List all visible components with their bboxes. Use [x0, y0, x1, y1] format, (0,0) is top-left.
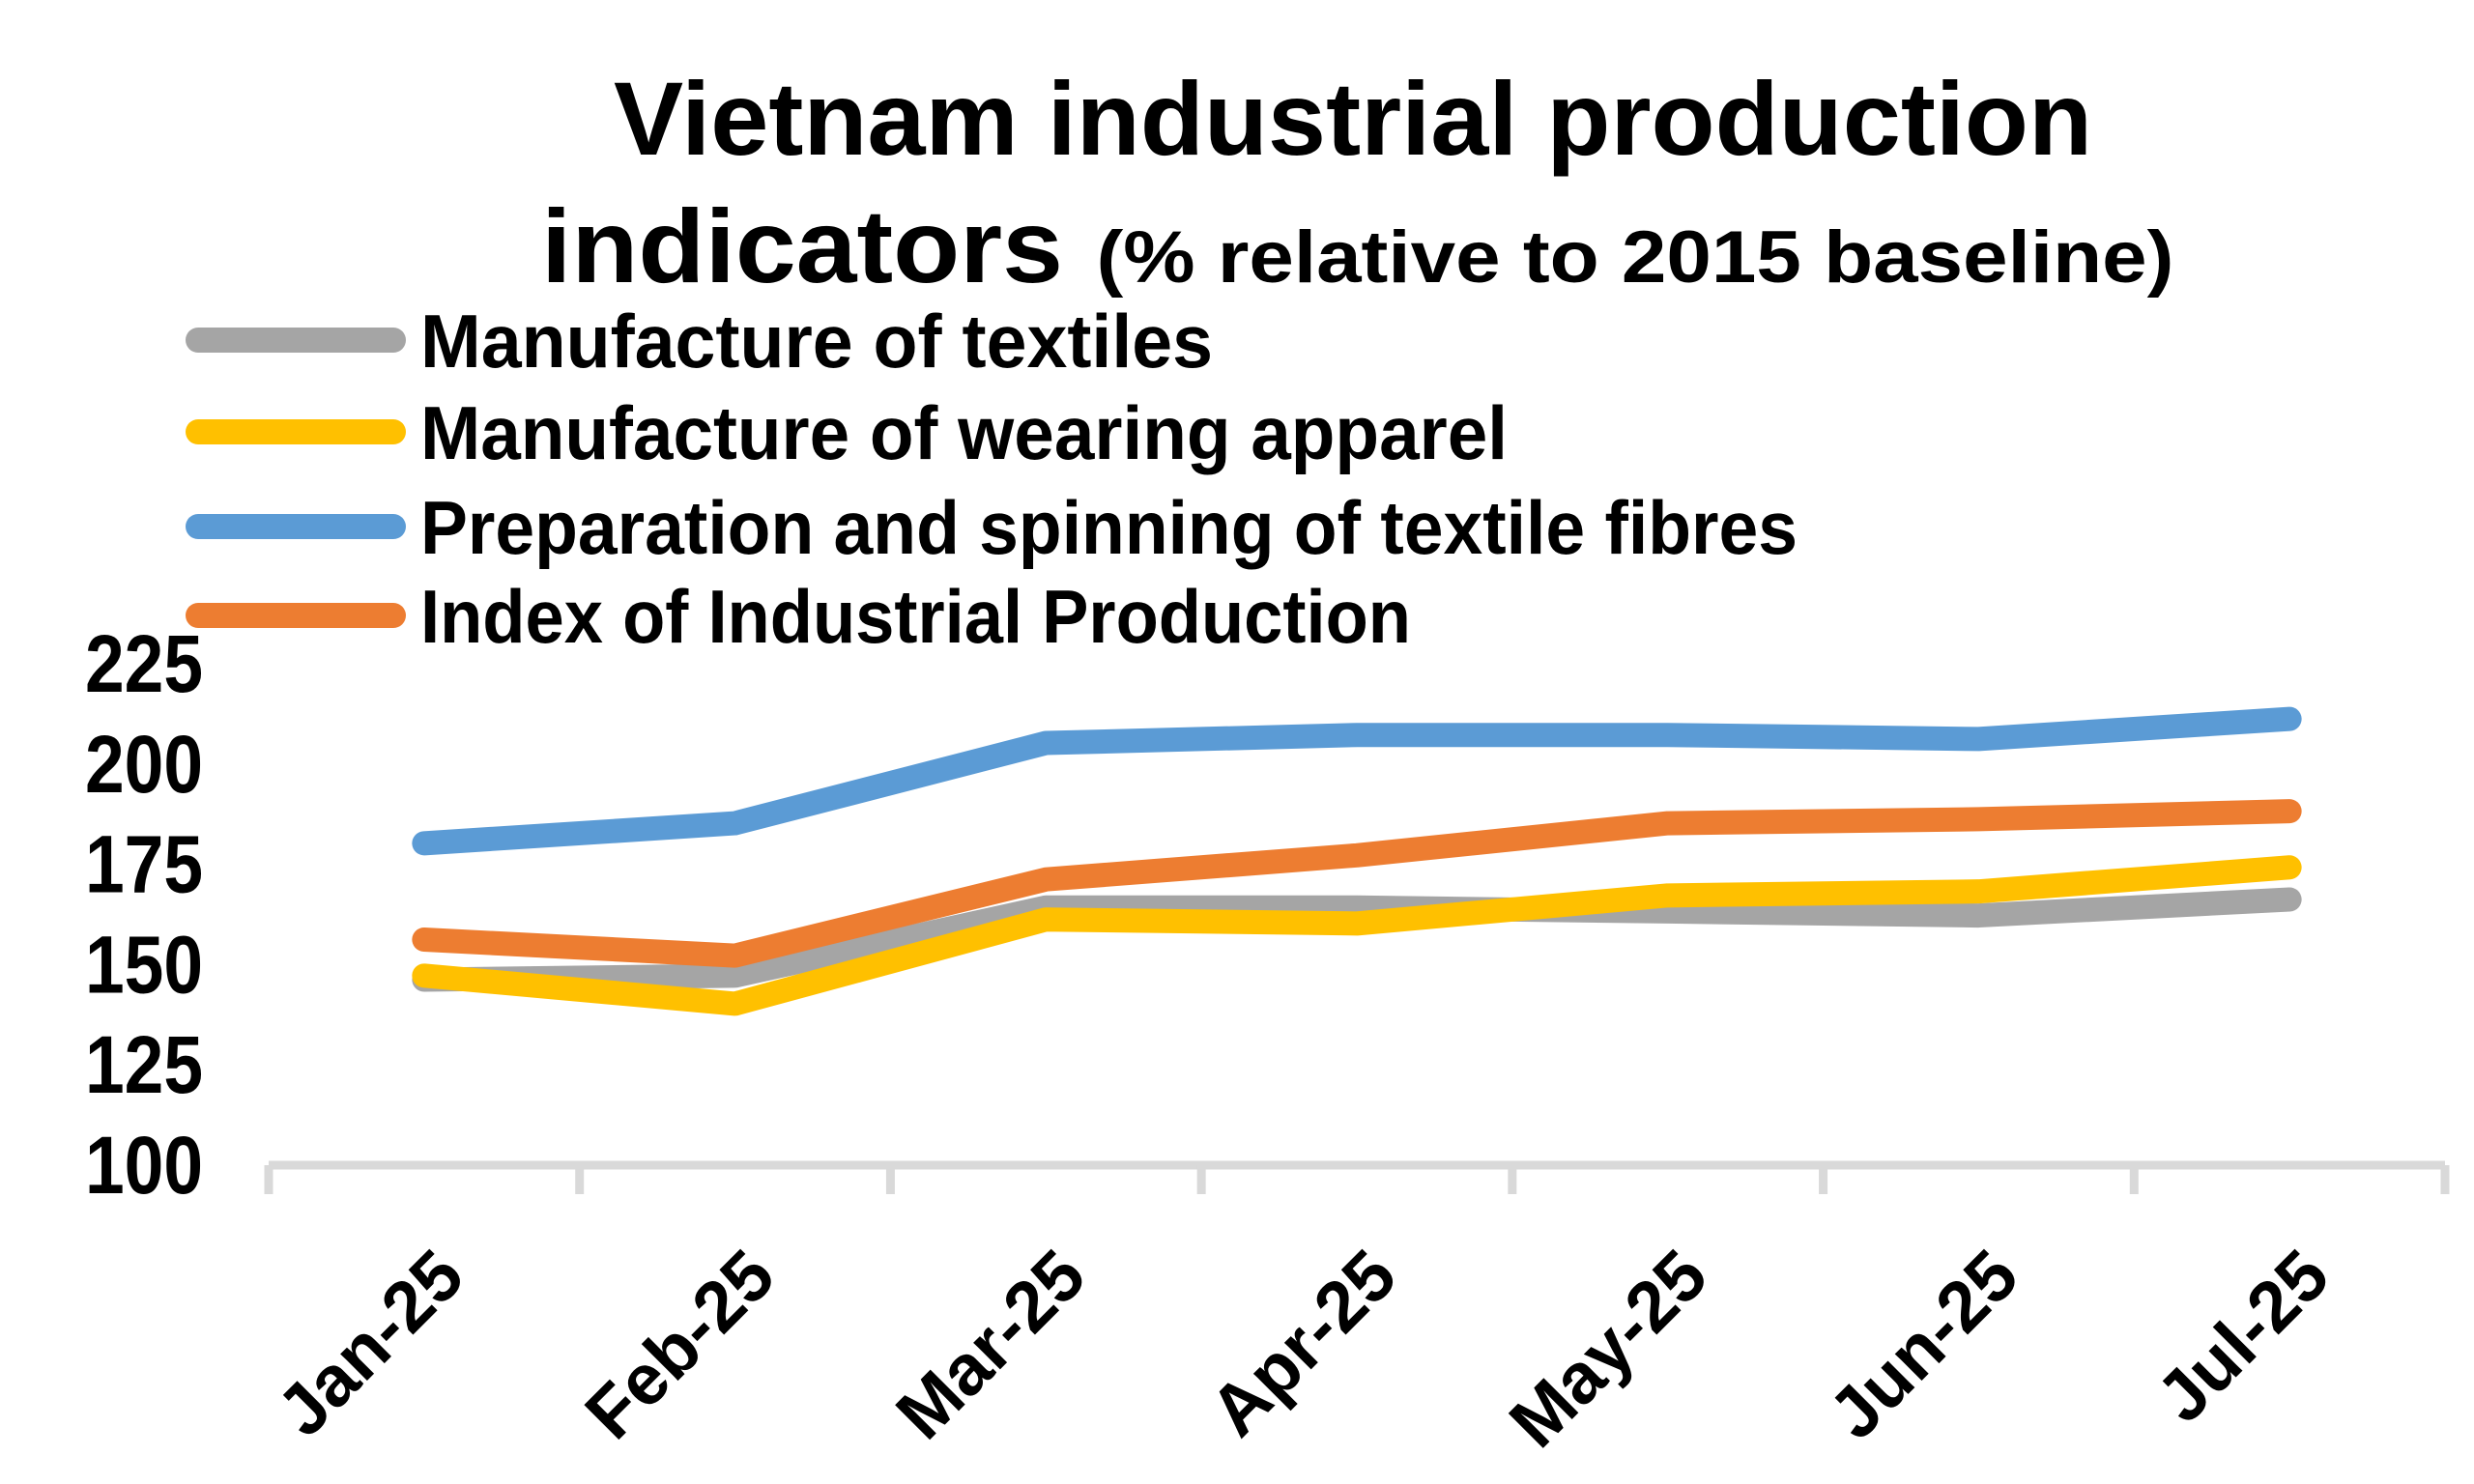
chart-title: Vietnam industrial production indicators…: [541, 60, 2173, 304]
y-axis-label-100: 100: [85, 1120, 203, 1211]
chart-series: [412, 706, 2302, 1016]
legend-label-textiles: Manufacture of textiles: [420, 299, 1213, 384]
y-axis-label-200: 200: [85, 719, 203, 810]
legend-item-textiles: Manufacture of textiles: [186, 299, 1213, 384]
x-axis: [264, 1160, 2450, 1194]
x-axis-label-jul: Jul-25: [2142, 1235, 2345, 1438]
series-line-wearing-apparel: [412, 855, 2302, 1016]
legend-swatch-industrial-production-icon: [186, 603, 406, 628]
legend-item-industrial-production: Index of Industrial Production: [186, 574, 1411, 659]
chart-legend: Manufacture of textiles Manufacture of w…: [186, 299, 1798, 659]
chart-title-line2-subtitle: (% relative to 2015 baseline): [1096, 216, 2173, 299]
y-axis-label-125: 125: [85, 1019, 203, 1110]
x-axis-label-apr: Apr-25: [1194, 1235, 1411, 1451]
legend-label-wearing-apparel: Manufacture of wearing apparel: [420, 390, 1508, 475]
chart-title-line2: indicators (% relative to 2015 baseline): [541, 187, 2173, 304]
legend-label-industrial-production: Index of Industrial Production: [420, 574, 1411, 659]
x-axis-label-jun: Jun-25: [1813, 1235, 2032, 1454]
legend-item-textile-fibres: Preparation and spinning of textile fibr…: [186, 485, 1798, 570]
x-axis-label-feb: Feb-25: [570, 1235, 790, 1454]
series-line-textile-fibres: [412, 706, 2302, 856]
x-axis-label-mar: Mar-25: [880, 1235, 1100, 1454]
x-axis-label-may: May-25: [1494, 1235, 1722, 1463]
chart-title-line1: Vietnam industrial production: [614, 60, 2092, 177]
y-axis-labels: 225 200 175 150 125 100: [85, 618, 203, 1211]
x-axis-labels: Jan-25 Feb-25 Mar-25 Apr-25 May-25 Jun-2…: [262, 1235, 2345, 1463]
legend-label-textile-fibres: Preparation and spinning of textile fibr…: [420, 485, 1798, 570]
series-line-textiles: [412, 887, 2302, 992]
chart-title-line2-main: indicators: [541, 187, 1063, 304]
legend-swatch-textiles-icon: [186, 328, 406, 353]
series-line-industrial-production: [412, 799, 2302, 968]
legend-item-wearing-apparel: Manufacture of wearing apparel: [186, 390, 1508, 475]
legend-swatch-textile-fibres-icon: [186, 514, 406, 539]
y-axis-label-150: 150: [85, 919, 203, 1010]
x-axis-label-jan: Jan-25: [262, 1235, 478, 1451]
x-axis-tick-marks: [264, 1165, 2450, 1194]
y-axis-label-175: 175: [85, 819, 203, 910]
legend-swatch-wearing-apparel-icon: [186, 419, 406, 444]
y-axis-label-225: 225: [85, 618, 203, 709]
